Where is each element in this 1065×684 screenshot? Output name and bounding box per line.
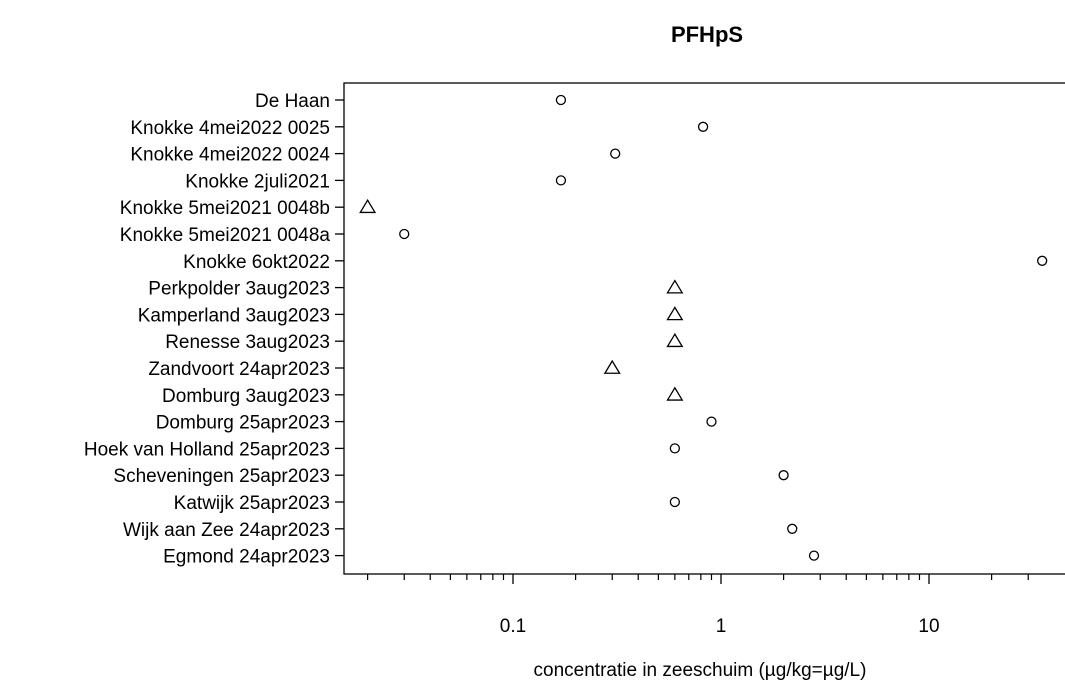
y-tick-label: Hoek van Holland 25apr2023 [84,439,330,460]
y-tick-label: Knokke 2juli2021 [185,171,330,192]
data-point-circle [610,148,621,159]
data-point-circle [787,523,798,534]
y-tick-label: Domburg 3aug2023 [162,386,330,407]
data-point-circle [669,443,681,454]
y-tick-label: Scheveningen 25apr2023 [113,466,330,487]
data-point-triangle [359,198,377,214]
plot-area: De Haan Knokke 4mei2022 0025 Knokke 4mei20… [84,82,1065,637]
y-tick-label: Domburg 25apr2023 [156,413,330,434]
y-tick-label: De Haan [255,91,330,112]
plot-frame [343,82,1065,575]
data-point-triangle [666,306,684,321]
y-tick-label: Knokke 6okt2022 [183,252,330,273]
data-point-triangle [603,359,621,374]
y-tick-label: Perkpolder 3aug2023 [148,279,330,300]
data-point-circle [706,416,717,427]
data-point-circle [399,228,410,240]
data-point-circle [697,121,709,132]
chart-title: PFHpS [671,22,743,47]
y-tick-label: Egmond 24apr2023 [163,547,330,568]
x-axis-label: concentratie in zeeschuim (µg/kg=µg/L) [534,660,867,681]
y-tick-label: Knokke 4mei2022 0024 [130,145,330,166]
data-point-triangle [666,332,684,348]
y-tick-label: Renesse 3aug2023 [165,332,330,353]
data-point-circle [555,175,567,186]
y-tick-label: Kamperland 3aug2023 [138,305,330,326]
x-tick-label: 10 [918,616,939,637]
data-point-circle [778,470,789,481]
x-tick-label: 0.1 [500,616,526,637]
data-point-triangle [666,279,684,294]
data-point-circle [555,94,567,106]
x-tick-label: 1 [716,616,727,637]
y-tick-label: Knokke 4mei2022 0025 [130,118,330,139]
data-point-circle [808,550,820,561]
y-tick-label: Knokke 5mei2021 0048b [120,198,330,219]
data-point-triangle [666,386,684,401]
data-point-circle [1037,255,1048,266]
y-tick-label: Wijk aan Zee 24apr2023 [123,520,330,541]
y-tick-label: Katwijk 25apr2023 [174,493,330,514]
y-tick-label: Knokke 5mei2021 0048a [120,225,331,246]
data-point-circle [669,496,681,508]
y-tick-label: Zandvoort 24apr2023 [148,359,330,380]
